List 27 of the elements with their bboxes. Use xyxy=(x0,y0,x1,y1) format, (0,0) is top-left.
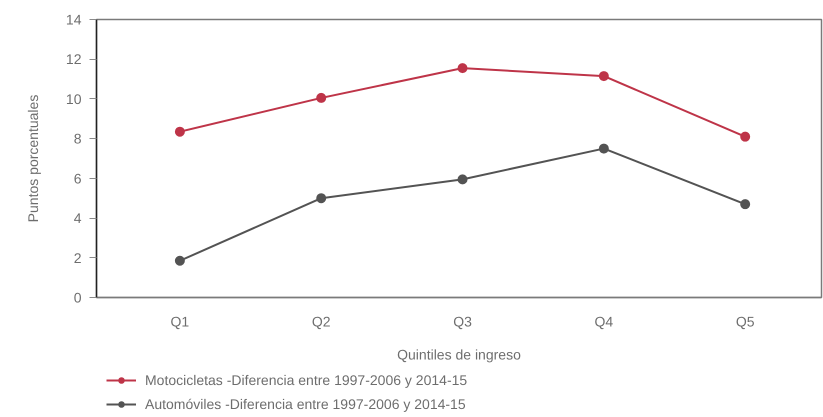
point xyxy=(316,92,326,103)
x-tick-label: Q1 xyxy=(170,314,190,330)
x-tick-label: Q3 xyxy=(453,314,472,330)
x-axis-title: Quintiles de ingreso xyxy=(397,346,522,362)
point xyxy=(598,71,609,82)
x-tick-label: Q2 xyxy=(312,314,331,330)
point xyxy=(740,132,750,142)
point xyxy=(174,126,185,137)
y-tick-label: 14 xyxy=(66,12,82,28)
x-tick-label: Q4 xyxy=(594,314,614,330)
y-tick-label: 4 xyxy=(74,210,82,226)
y-tick-label: 8 xyxy=(74,130,82,147)
x-tick-label: Q5 xyxy=(736,314,755,330)
y-axis-title: Puntos porcentuales xyxy=(24,94,41,222)
legend-label: Automóviles -Diferencia entre 1997-2006 y 2014-15 xyxy=(145,396,466,412)
point xyxy=(316,193,326,204)
point xyxy=(598,144,609,154)
point xyxy=(740,199,750,210)
y-tick-label: 10 xyxy=(66,90,82,107)
point xyxy=(174,256,185,266)
y-tick-label: 6 xyxy=(74,170,82,186)
y-tick-label: 0 xyxy=(74,290,82,306)
point xyxy=(458,63,468,74)
y-tick-label: 12 xyxy=(66,51,82,68)
y-tick-label: 2 xyxy=(74,250,82,266)
legend-label: Motocicletas -Diferencia entre 1997-2006 y 2014-15 xyxy=(145,372,468,388)
point xyxy=(458,174,468,184)
